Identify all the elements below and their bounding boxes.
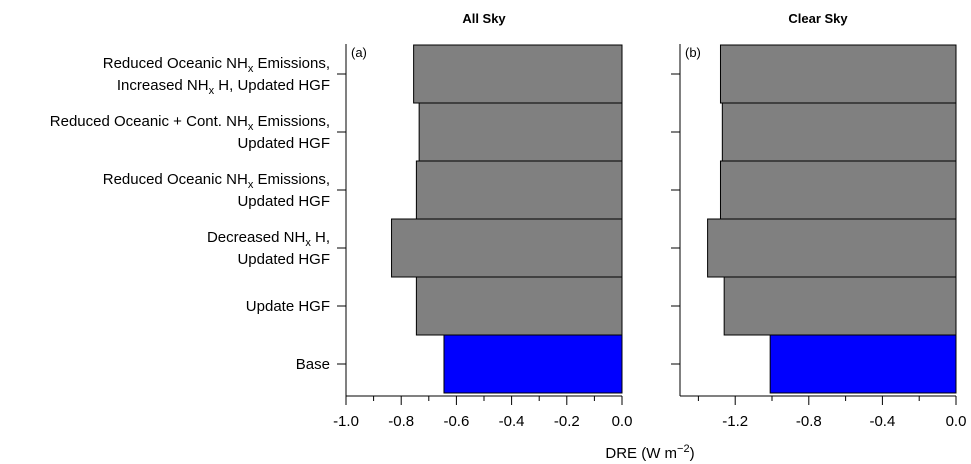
category-label: Updated HGF <box>237 193 330 210</box>
panels: All Sky -1.0 -0.8 -0.6 -0.4 -0.2 0.0 (a) Clear S… <box>333 11 966 430</box>
x-tick-label: -0.8 <box>796 413 822 430</box>
bar <box>719 44 957 104</box>
panel-b: Clear Sky -1.2 -0.8 -0.4 0.0 (b) <box>671 11 966 430</box>
bar <box>391 218 623 278</box>
panel-title: Clear Sky <box>788 11 848 26</box>
category-label: Decreased NHx H, <box>207 229 330 249</box>
bar <box>723 276 957 336</box>
category-label: Update HGF <box>246 298 330 315</box>
x-tick-label: -1.0 <box>333 413 359 430</box>
x-tick-label: -0.8 <box>388 413 414 430</box>
panel-tag: (a) <box>351 45 367 60</box>
bar <box>413 44 623 104</box>
bar <box>707 218 957 278</box>
category-label: Base <box>296 356 330 373</box>
category-label: Updated HGF <box>237 251 330 268</box>
x-tick-label: 0.0 <box>946 413 967 430</box>
category-labels: Reduced Oceanic NHx Emissions,Increased … <box>50 55 330 373</box>
bar <box>443 334 623 394</box>
x-tick-label: -0.2 <box>554 413 580 430</box>
bar <box>719 160 957 220</box>
x-tick-label: -0.4 <box>869 413 895 430</box>
category-label: Reduced Oceanic NHx Emissions, <box>103 171 330 191</box>
x-tick-label: -0.6 <box>443 413 469 430</box>
category-label: Reduced Oceanic NHx Emissions, <box>103 55 330 75</box>
bar <box>418 102 623 162</box>
panel-a: All Sky -1.0 -0.8 -0.6 -0.4 -0.2 0.0 (a) <box>333 11 632 430</box>
bar <box>769 334 957 394</box>
x-tick-label: -0.4 <box>499 413 525 430</box>
panel-tag: (b) <box>685 45 701 60</box>
x-tick-label: -1.2 <box>722 413 748 430</box>
x-axis-label: DRE (W m−2) <box>605 443 694 462</box>
category-label: Reduced Oceanic + Cont. NHx Emissions, <box>50 113 330 133</box>
x-tick-label: 0.0 <box>612 413 633 430</box>
category-label: Updated HGF <box>237 135 330 152</box>
bar <box>721 102 957 162</box>
bar <box>415 160 623 220</box>
panel-title: All Sky <box>462 11 506 26</box>
category-label: Increased NHx H, Updated HGF <box>117 77 330 97</box>
bar <box>415 276 623 336</box>
